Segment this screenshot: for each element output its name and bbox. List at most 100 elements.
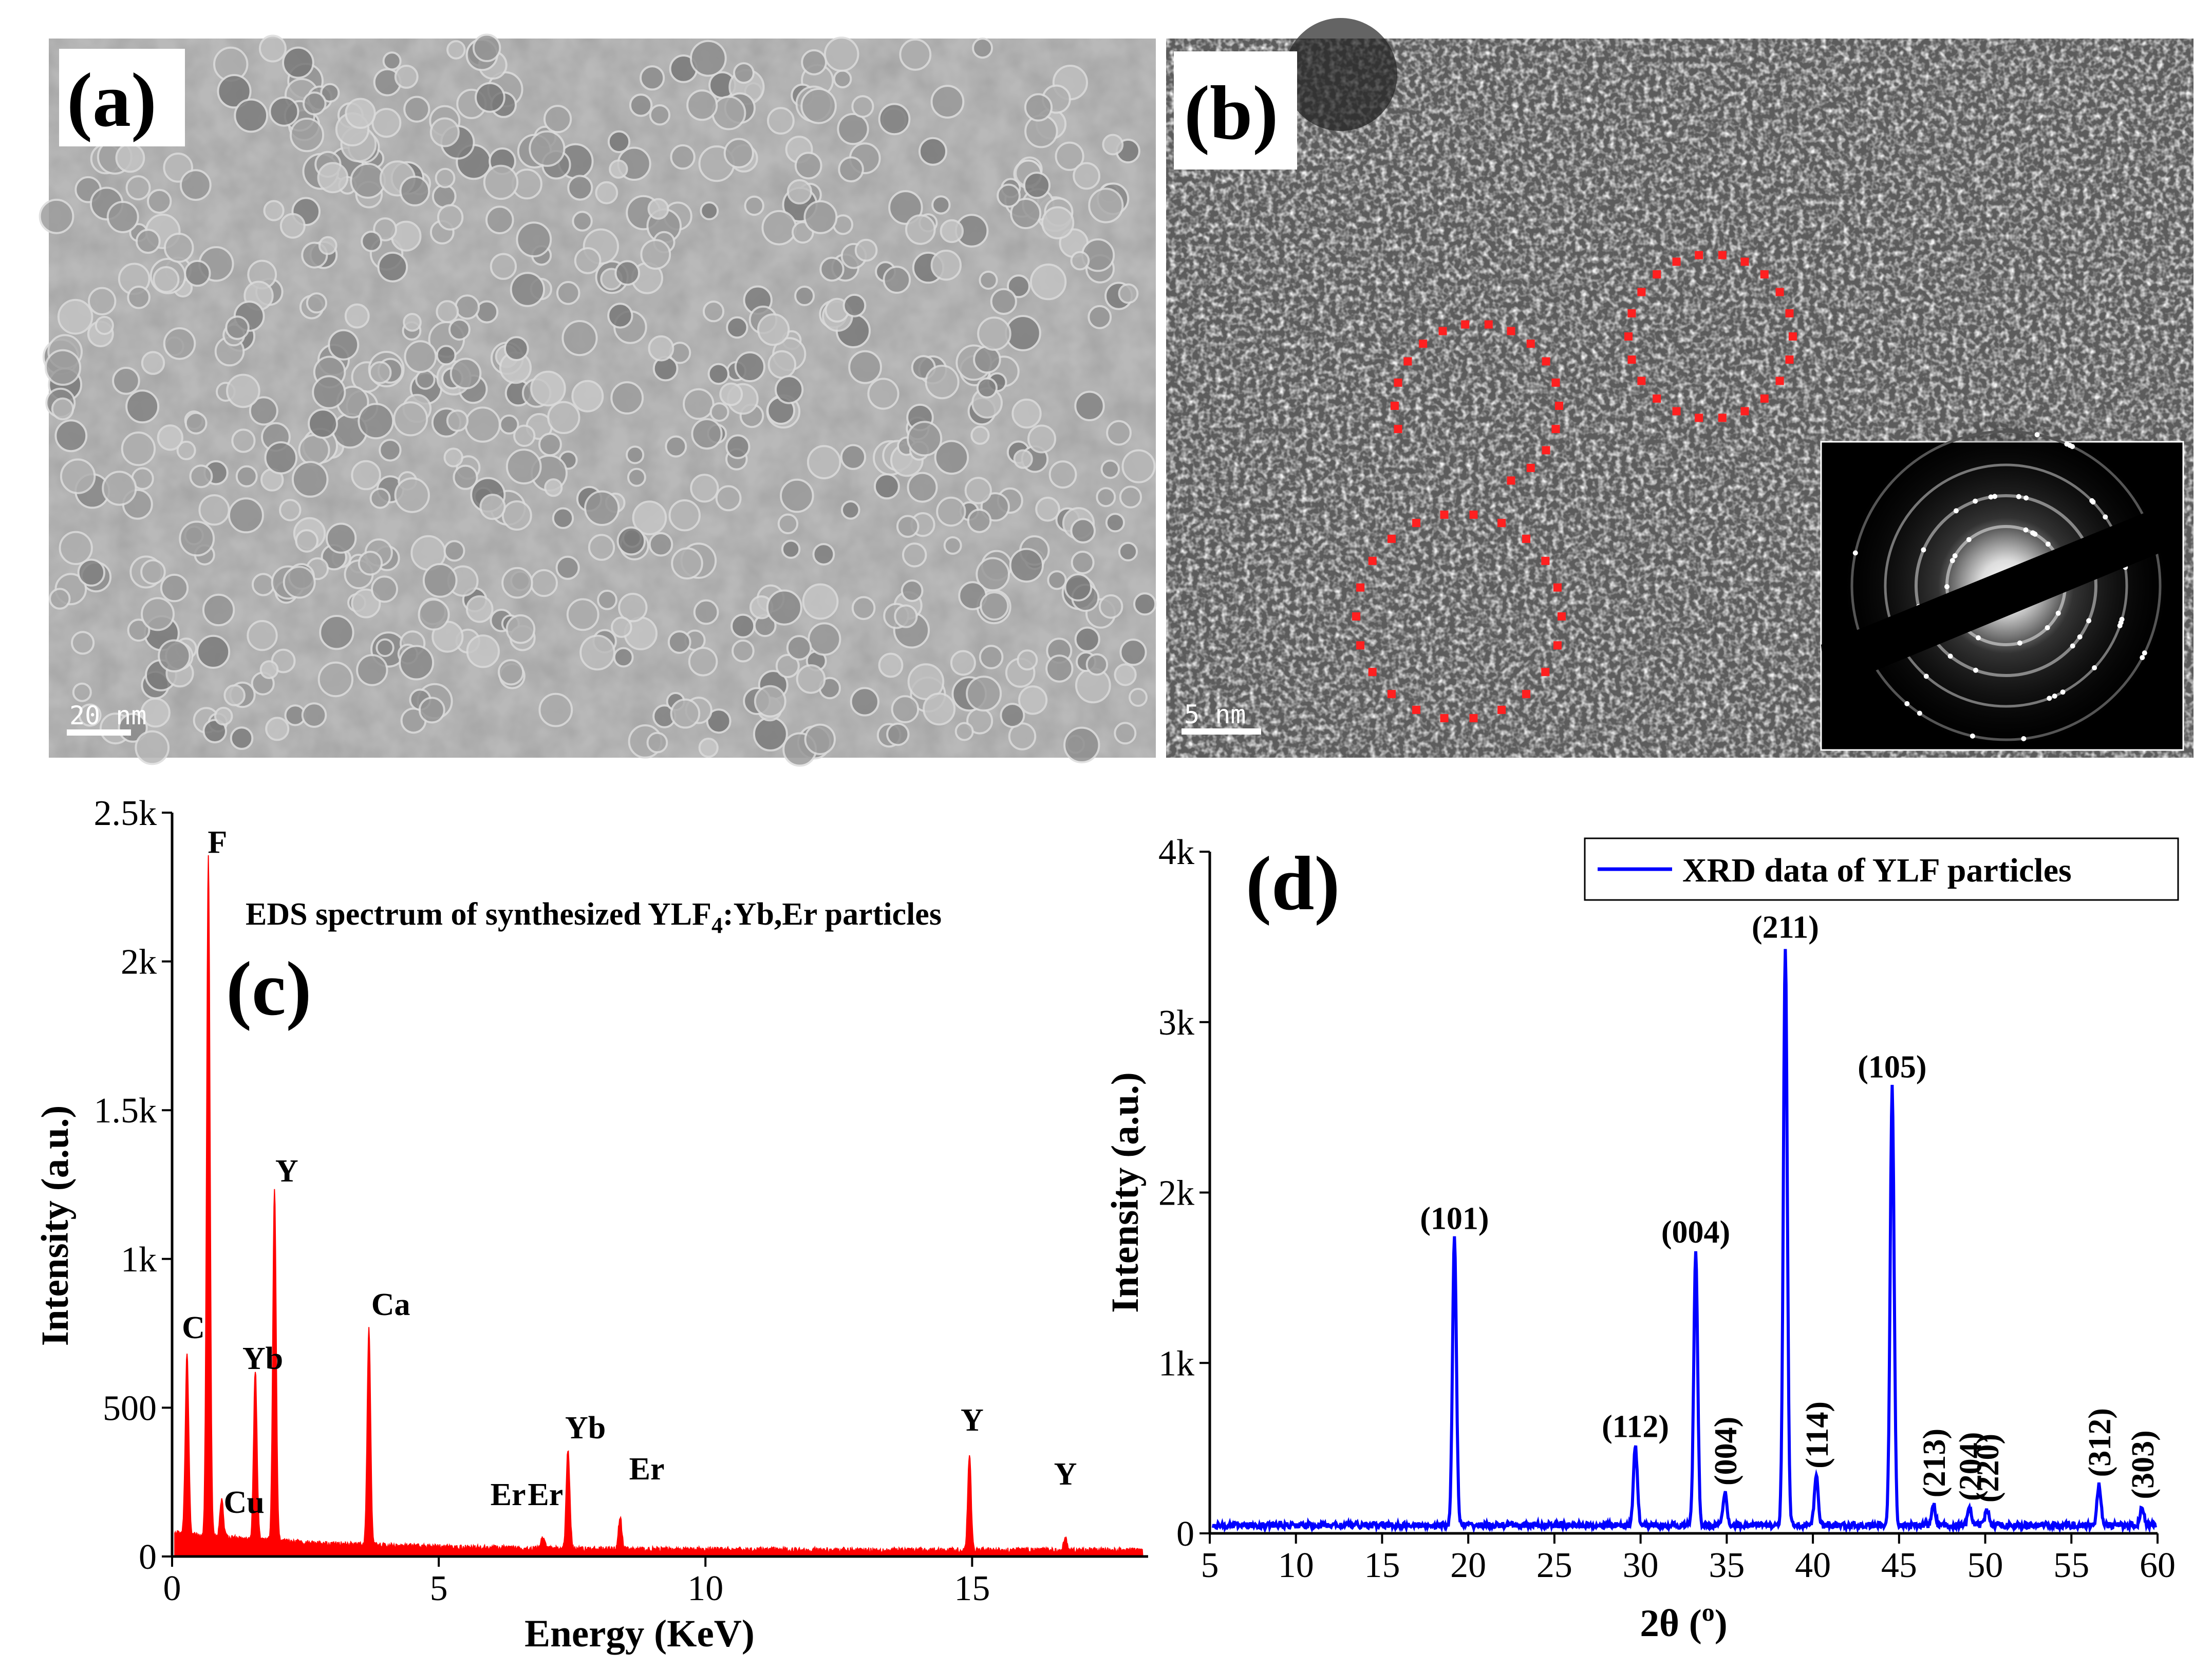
tem-image-panel-a: (a) 20 nm — [39, 33, 1157, 767]
nanoparticle — [561, 320, 598, 356]
y-tick-label: 1k — [1158, 1344, 1194, 1383]
nanoparticle — [780, 478, 814, 513]
x-tick-label: 5 — [430, 1569, 448, 1608]
nanoparticle — [344, 303, 370, 329]
diffraction-spot — [2089, 498, 2095, 503]
nanoparticle — [418, 598, 450, 631]
nanoparticle — [44, 349, 82, 386]
boundary-marker — [1394, 378, 1402, 387]
nanoparticle — [301, 702, 327, 728]
nanoparticle — [394, 477, 430, 513]
nanoparticle — [95, 315, 114, 335]
xrd-peak-label: (112) — [1602, 1409, 1669, 1444]
nanoparticle — [1119, 639, 1147, 666]
nanoparticle — [1118, 541, 1138, 561]
nanoparticle — [465, 595, 494, 623]
nanoparticle — [786, 179, 813, 204]
diffraction-spot — [1904, 701, 1910, 706]
nanoparticle — [320, 83, 340, 103]
nanoparticle — [976, 557, 1010, 592]
nanoparticle — [709, 402, 729, 422]
nanoparticle — [71, 631, 95, 655]
nanoparticle — [775, 654, 800, 678]
saed-inset — [1820, 416, 2184, 755]
nanoparticle — [1029, 264, 1067, 301]
panel-d-tag: (d) — [1246, 841, 1340, 926]
nanoparticle — [1017, 649, 1038, 671]
nanoparticle — [436, 345, 457, 366]
nanoparticle — [891, 695, 920, 723]
xrd-series-line — [1211, 949, 2157, 1534]
nanoparticle — [905, 214, 936, 245]
nanoparticle — [618, 593, 648, 623]
nanoparticle — [259, 660, 279, 679]
nanoparticle — [202, 593, 235, 627]
nanoparticle — [796, 664, 826, 694]
nanoparticle — [777, 513, 799, 534]
nanoparticle — [226, 373, 260, 408]
nanoparticle — [394, 64, 419, 89]
nanoparticle — [670, 698, 701, 729]
nanoparticle — [429, 117, 460, 147]
nanoparticle — [686, 89, 718, 121]
nanoparticle — [967, 509, 992, 533]
nanoparticle — [319, 615, 354, 650]
nanoparticle — [249, 396, 278, 426]
nanoparticle — [723, 138, 754, 168]
diffraction-spot — [2030, 530, 2035, 536]
boundary-marker — [1391, 402, 1399, 410]
diffraction-spot — [1953, 508, 1959, 514]
nanoparticle — [289, 118, 325, 153]
boundary-marker — [1542, 357, 1550, 366]
boundary-marker — [1627, 355, 1636, 364]
nanoparticle — [443, 447, 463, 467]
nanoparticle — [907, 472, 938, 503]
eds-peak-label: Y — [275, 1154, 298, 1189]
nanoparticle — [369, 487, 391, 509]
nanoparticle — [446, 409, 469, 432]
nanoparticle — [1118, 283, 1139, 304]
eds-peak-label: F — [208, 825, 227, 860]
boundary-marker — [1695, 414, 1703, 422]
nanoparticle — [264, 441, 298, 475]
nanoparticle — [1070, 251, 1090, 271]
eds-peak-label: Yb — [242, 1341, 283, 1376]
nanoparticle — [807, 445, 841, 480]
nanoparticle — [88, 287, 117, 315]
nanoparticle — [626, 445, 645, 464]
diffraction-spot — [2045, 625, 2050, 630]
nanoparticle — [125, 389, 160, 424]
nanoparticle — [841, 500, 860, 520]
diffraction-spot — [1923, 673, 1929, 679]
diffraction-spot — [2086, 618, 2092, 624]
nanoparticle — [455, 294, 480, 320]
panel-a-tag-box — [59, 49, 185, 146]
eds-peak-label: C — [182, 1310, 205, 1345]
nanoparticle — [59, 531, 93, 566]
nanoparticle — [1010, 198, 1042, 230]
diffraction-spot — [2092, 665, 2097, 670]
nanoparticle — [698, 738, 719, 758]
panel-b-tag-box — [1174, 51, 1297, 170]
xrd-peak-label: (114) — [1800, 1401, 1835, 1469]
saed-ring-2 — [1915, 494, 2097, 677]
xrd-peak-label: (004) — [1709, 1417, 1744, 1486]
nanoparticle — [886, 722, 910, 746]
nanoparticle — [584, 490, 620, 526]
nanoparticle — [135, 730, 170, 765]
y-tick-label: 1k — [121, 1240, 157, 1280]
nanoparticle — [1041, 206, 1075, 239]
nanoparticle — [318, 236, 338, 255]
nanoparticle — [345, 98, 376, 129]
nanoparticle — [358, 551, 383, 576]
nanoparticle — [990, 288, 1017, 315]
boundary-marker — [1403, 357, 1412, 366]
nanoparticle — [838, 156, 864, 183]
nanoparticle — [77, 558, 106, 587]
nanoparticle — [214, 706, 233, 726]
eds-chart-title: EDS spectrum of synthesized YLF4:Yb,Er p… — [246, 897, 942, 938]
nanoparticle — [972, 37, 993, 59]
nanoparticle — [513, 424, 536, 447]
nanoparticle — [317, 661, 353, 698]
